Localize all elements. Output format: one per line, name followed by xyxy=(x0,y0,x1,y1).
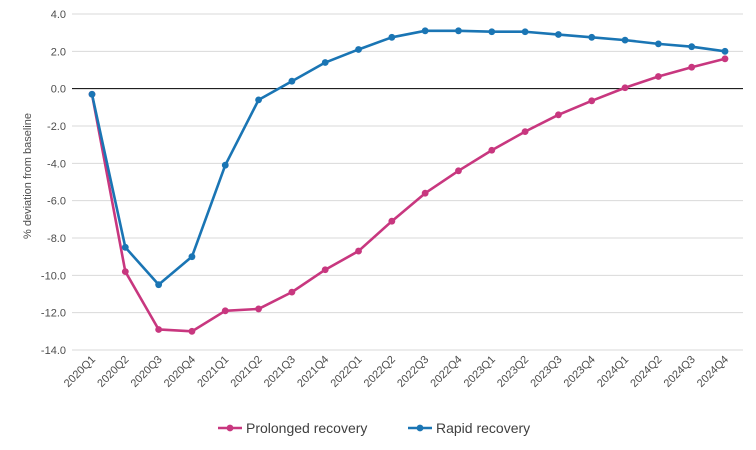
x-tick-label: 2021Q4 xyxy=(295,354,331,390)
data-point xyxy=(421,189,429,197)
data-point xyxy=(621,84,629,92)
y-tick-label: -14.0 xyxy=(41,345,66,357)
data-point xyxy=(388,33,396,41)
data-point xyxy=(721,47,729,55)
data-point xyxy=(288,77,296,85)
data-point xyxy=(521,128,529,136)
y-tick-label: -4.0 xyxy=(47,158,66,170)
data-point xyxy=(255,96,262,104)
data-point xyxy=(155,281,163,289)
gridlines xyxy=(72,13,743,351)
data-point xyxy=(355,247,362,255)
data-point xyxy=(555,111,562,119)
x-tick-label: 2020Q3 xyxy=(129,354,165,390)
x-tick-label: 2024Q3 xyxy=(662,354,698,390)
data-point xyxy=(321,59,329,66)
data-point xyxy=(88,90,96,98)
legend-label: Rapid recovery xyxy=(436,420,530,436)
y-axis-ticks: 4.0 2.0 0.0 -2.0 -4.0 -6.0 -8.0 -10.0 -12.0 -14.0 xyxy=(41,9,66,357)
x-tick-label: 2023Q1 xyxy=(462,354,498,390)
series xyxy=(88,27,729,335)
x-tick-label: 2023Q4 xyxy=(562,354,598,390)
data-point xyxy=(621,36,629,44)
x-tick-label: 2020Q4 xyxy=(162,354,198,390)
x-tick-label: 2023Q3 xyxy=(528,354,564,390)
series-line xyxy=(90,29,726,286)
data-point xyxy=(221,307,229,315)
x-tick-label: 2022Q3 xyxy=(395,354,431,390)
y-tick-label: 0.0 xyxy=(51,84,66,96)
data-point xyxy=(688,43,696,51)
x-tick-label: 2020Q1 xyxy=(62,354,98,390)
data-point xyxy=(121,268,129,275)
y-tick-label: -12.0 xyxy=(41,308,66,320)
data-point xyxy=(588,97,596,105)
data-point xyxy=(455,27,462,35)
data-point xyxy=(188,253,196,261)
series-line xyxy=(90,57,726,333)
y-tick-label: -8.0 xyxy=(47,233,66,245)
data-point xyxy=(555,31,562,38)
series-prolonged-recovery xyxy=(88,55,729,335)
legend-swatch-marker xyxy=(416,424,424,432)
data-point xyxy=(588,33,596,41)
data-point xyxy=(488,28,496,36)
x-tick-label: 2021Q3 xyxy=(262,354,298,390)
data-point xyxy=(421,27,429,35)
legend: Prolonged recovery Rapid recovery xyxy=(218,420,530,436)
y-tick-label: 4.0 xyxy=(51,9,66,21)
data-point xyxy=(488,146,496,154)
data-point xyxy=(455,167,462,175)
y-tick-label: -2.0 xyxy=(47,121,66,133)
legend-label: Prolonged recovery xyxy=(246,420,367,436)
x-tick-label: 2023Q2 xyxy=(495,354,531,390)
x-tick-label: 2024Q4 xyxy=(695,354,731,390)
data-point xyxy=(321,266,329,274)
y-tick-label: -6.0 xyxy=(47,196,66,208)
data-point xyxy=(255,305,262,313)
legend-swatch-marker xyxy=(226,424,234,432)
data-point xyxy=(521,28,529,36)
x-tick-label: 2021Q1 xyxy=(195,354,231,390)
legend-item: Rapid recovery xyxy=(408,420,530,436)
data-point xyxy=(155,326,163,333)
data-point xyxy=(355,46,362,53)
series-rapid-recovery xyxy=(88,27,729,289)
data-point xyxy=(288,288,296,296)
x-tick-label: 2024Q2 xyxy=(628,354,664,390)
y-tick-label: 2.0 xyxy=(51,46,66,58)
data-point xyxy=(654,73,662,80)
data-point xyxy=(388,217,396,225)
x-tick-label: 2020Q2 xyxy=(95,354,131,390)
data-point xyxy=(721,55,729,63)
data-point xyxy=(221,161,229,169)
y-axis-label: % deviation from baseline xyxy=(22,113,34,239)
data-point xyxy=(654,40,662,48)
x-tick-label: 2022Q4 xyxy=(428,354,464,390)
data-point xyxy=(121,243,129,251)
x-tick-label: 2024Q1 xyxy=(595,354,631,390)
data-point xyxy=(188,327,196,335)
legend-item: Prolonged recovery xyxy=(218,420,367,436)
x-tick-label: 2022Q1 xyxy=(328,354,364,390)
x-tick-label: 2021Q2 xyxy=(229,354,265,390)
x-tick-label: 2022Q2 xyxy=(362,354,398,390)
y-tick-label: -10.0 xyxy=(41,270,66,282)
data-point xyxy=(688,63,696,71)
x-axis-ticks: 2020Q12020Q22020Q32020Q42021Q12021Q22021… xyxy=(62,354,731,390)
